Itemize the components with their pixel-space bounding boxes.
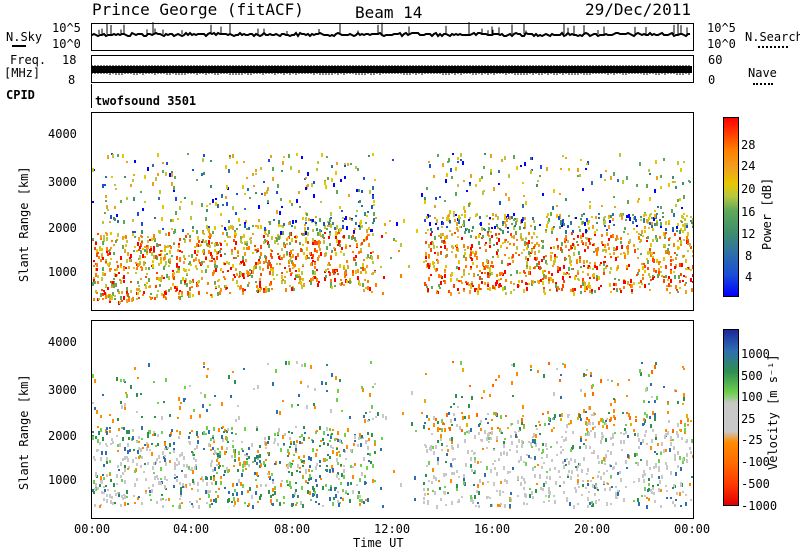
velocity-panel xyxy=(91,320,694,519)
velocity-cb-25: 25 xyxy=(741,412,756,426)
nsky-underline xyxy=(12,45,26,47)
nsearch-label: N.Search xyxy=(745,30,800,44)
velocity-cb-neg25: -25 xyxy=(741,433,763,447)
power-panel xyxy=(91,112,694,311)
nsky-strip xyxy=(91,23,694,51)
power-cb-16: 16 xyxy=(741,205,756,219)
nsearch-tick-low: 10^0 xyxy=(707,37,736,51)
velocity-cb-500: 500 xyxy=(741,369,763,383)
freq-tick-low: 8 xyxy=(68,73,76,87)
nave-label: Nave xyxy=(748,66,777,80)
power-ytick-4000: 4000 xyxy=(48,127,77,141)
station-title: Prince George (fitACF) xyxy=(92,0,304,19)
power-cb-label: Power [dB] xyxy=(760,177,774,250)
power-cb-4: 4 xyxy=(745,270,753,284)
nsky-tick-high: 10^5 xyxy=(52,21,81,35)
nave-tick-high: 60 xyxy=(708,53,723,67)
xaxis-label: Time UT xyxy=(353,536,404,550)
velocity-cb-label: Velocity [m s⁻¹] xyxy=(766,354,780,470)
xtick-3: 12:00 xyxy=(374,522,411,536)
nsky-label: N.Sky xyxy=(6,30,43,44)
xtick-2: 08:00 xyxy=(274,522,311,536)
cpid-value: twofsound 3501 xyxy=(95,94,197,108)
xtick-1: 04:00 xyxy=(173,522,210,536)
velocity-ytick-2000: 2000 xyxy=(48,429,77,443)
velocity-cb-1000: 1000 xyxy=(741,347,770,361)
power-cb-8: 8 xyxy=(745,249,753,263)
velocity-colorbar xyxy=(723,329,739,506)
velocity-cb-neg500: -500 xyxy=(741,477,770,491)
cpid-tick xyxy=(91,84,92,108)
velocity-cb-neg100: -100 xyxy=(741,455,770,469)
velocity-cb-100: 100 xyxy=(741,390,763,404)
nsky-tick-low: 10^0 xyxy=(52,37,81,51)
velocity-ytick-4000: 4000 xyxy=(48,335,77,349)
xtick-5: 20:00 xyxy=(574,522,611,536)
beam-title: Beam 14 xyxy=(355,3,423,22)
freq-unit: [MHz] xyxy=(4,66,41,80)
nave-dotted xyxy=(753,83,773,85)
velocity-cb-neg1000: -1000 xyxy=(741,499,778,513)
nave-tick-low: 0 xyxy=(708,73,716,87)
freq-strip xyxy=(91,55,694,83)
velocity-ytick-3000: 3000 xyxy=(48,383,77,397)
nsearch-tick-high: 10^5 xyxy=(707,21,736,35)
power-ytick-2000: 2000 xyxy=(48,221,77,235)
velocity-ylabel: Slant Range [km] xyxy=(17,374,31,490)
date-title: 29/Dec/2011 xyxy=(585,0,691,19)
power-ylabel: Slant Range [km] xyxy=(17,166,31,282)
freq-label: Freq. xyxy=(10,53,47,67)
power-ytick-3000: 3000 xyxy=(48,175,77,189)
freq-tick-high: 18 xyxy=(62,53,77,67)
cpid-label: CPID xyxy=(6,88,35,102)
velocity-heatmap xyxy=(92,361,693,509)
power-heatmap xyxy=(92,153,693,305)
xtick-0: 00:00 xyxy=(74,522,111,536)
power-cb-12: 12 xyxy=(741,227,756,241)
power-cb-28: 28 xyxy=(741,138,756,152)
velocity-ytick-1000: 1000 xyxy=(48,473,77,487)
power-cb-24: 24 xyxy=(741,159,756,173)
power-ytick-1000: 1000 xyxy=(48,265,77,279)
power-cb-20: 20 xyxy=(741,182,756,196)
power-colorbar xyxy=(723,117,739,297)
xtick-4: 16:00 xyxy=(474,522,511,536)
xtick-6: 00:00 xyxy=(674,522,711,536)
nsearch-dotted xyxy=(758,46,788,48)
